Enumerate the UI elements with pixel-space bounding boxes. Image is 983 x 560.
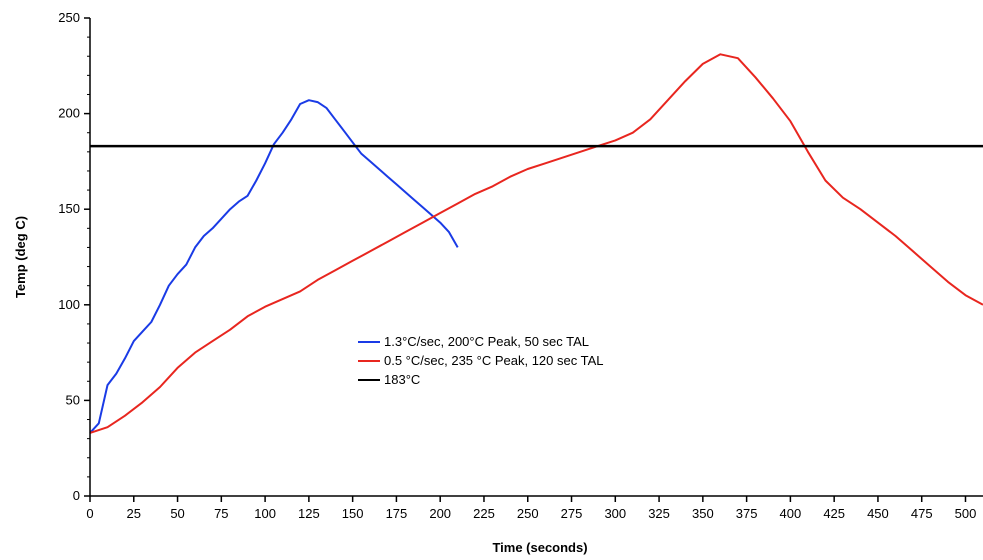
x-tick-label: 350 [692, 506, 714, 521]
x-tick-label: 475 [911, 506, 933, 521]
legend-label-series-3: 183°C [384, 372, 420, 387]
x-tick-label: 0 [86, 506, 93, 521]
x-tick-label: 325 [648, 506, 670, 521]
x-tick-label: 300 [604, 506, 626, 521]
y-axis-title: Temp (deg C) [13, 216, 28, 298]
y-tick-label: 100 [58, 297, 80, 312]
x-tick-label: 225 [473, 506, 495, 521]
y-tick-label: 50 [66, 392, 80, 407]
y-ticks: 0 50 100 150 200 250 [58, 10, 90, 503]
x-tick-label: 100 [254, 506, 276, 521]
series-line-2 [89, 53, 983, 434]
x-tick-label: 250 [517, 506, 539, 521]
legend-label-series-1: 1.3°C/sec, 200°C Peak, 50 sec TAL [384, 334, 589, 349]
axes [89, 18, 983, 497]
y-tick-label: 0 [73, 488, 80, 503]
plot-area [89, 53, 983, 434]
legend-label-series-2: 0.5 °C/sec, 235 °C Peak, 120 sec TAL [384, 353, 603, 368]
x-tick-label: 75 [214, 506, 228, 521]
x-tick-label: 375 [736, 506, 758, 521]
x-tick-label: 125 [298, 506, 320, 521]
y-tick-label: 150 [58, 201, 80, 216]
x-tick-label: 175 [386, 506, 408, 521]
legend: 1.3°C/sec, 200°C Peak, 50 sec TAL 0.5 °C… [358, 334, 603, 387]
y-tick-label: 250 [58, 10, 80, 25]
x-ticks: 0 25 50 75 100 125 150 175 200 225 250 275 300 325 350… [86, 496, 976, 521]
x-tick-label: 25 [127, 506, 141, 521]
x-tick-label: 150 [342, 506, 364, 521]
x-tick-label: 275 [561, 506, 583, 521]
x-tick-label: 50 [170, 506, 184, 521]
x-tick-label: 425 [823, 506, 845, 521]
x-tick-label: 450 [867, 506, 889, 521]
x-axis-title: Time (seconds) [492, 540, 587, 555]
x-tick-label: 400 [780, 506, 802, 521]
series-line-1 [89, 99, 459, 434]
x-tick-label: 200 [429, 506, 451, 521]
y-tick-label: 200 [58, 106, 80, 121]
x-tick-label: 500 [955, 506, 977, 521]
